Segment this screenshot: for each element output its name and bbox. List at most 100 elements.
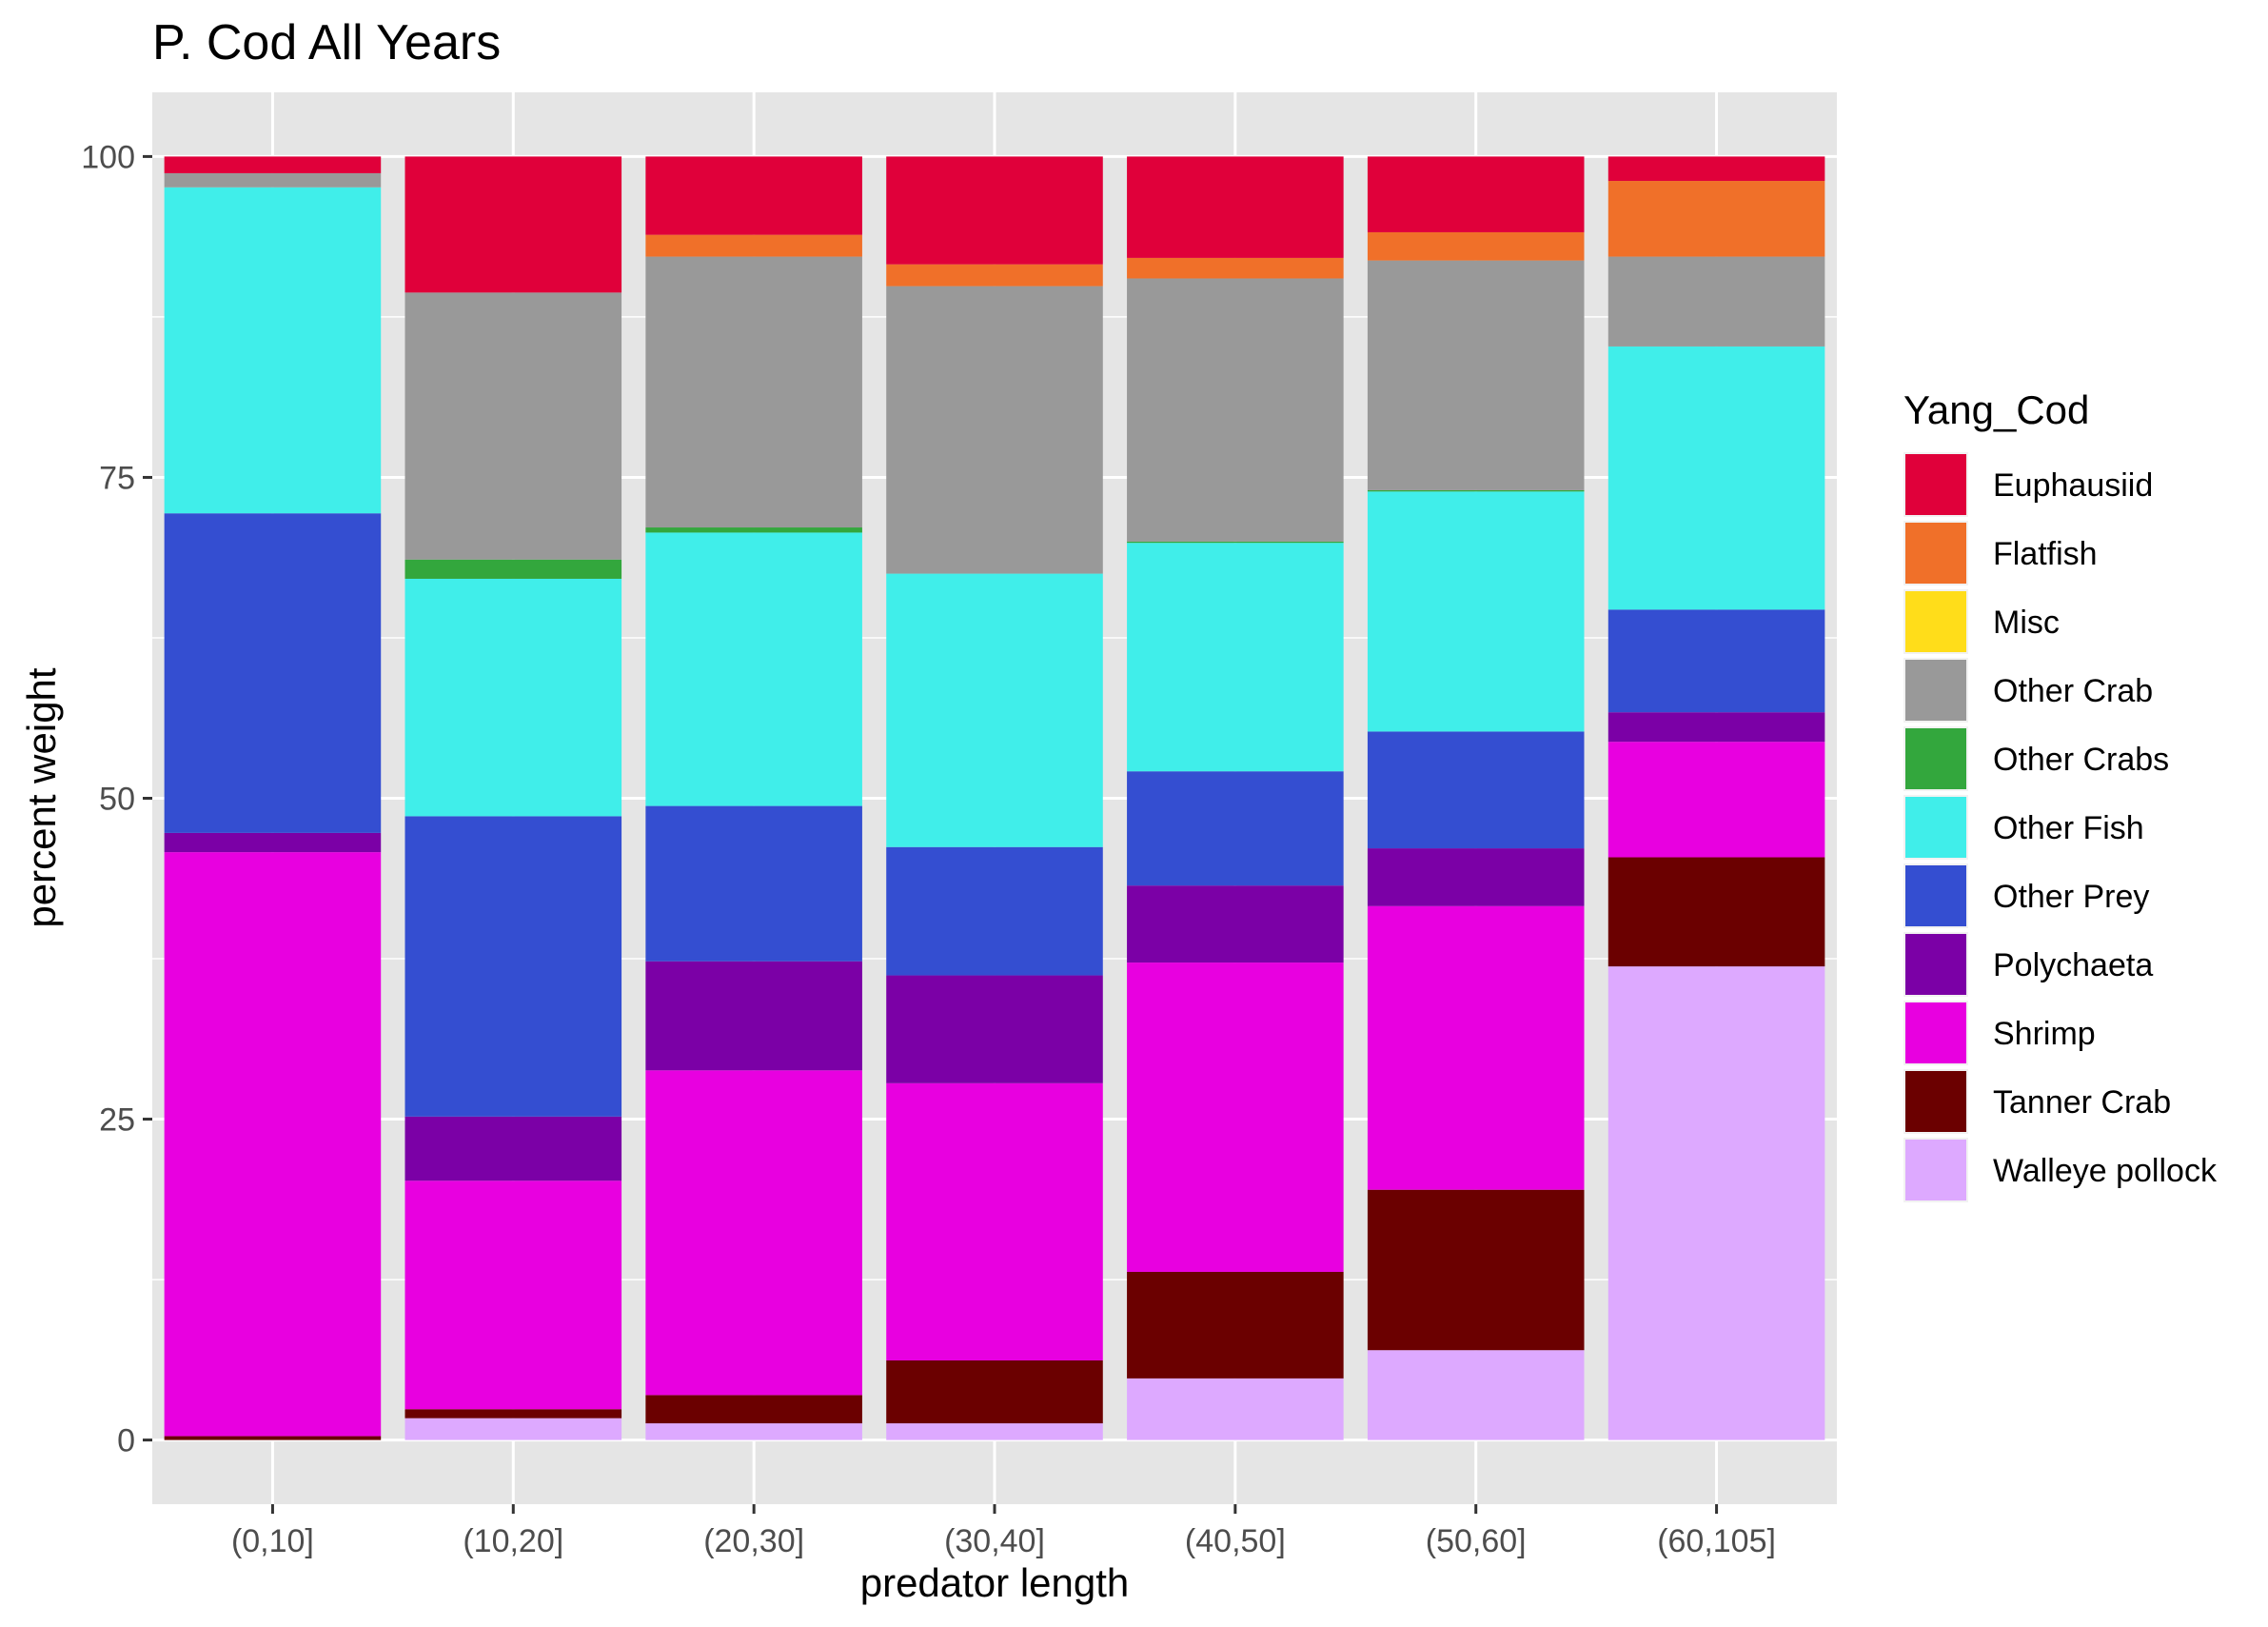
bar-segment: [645, 256, 862, 528]
bar-segment: [886, 286, 1103, 574]
x-axis-title: predator length: [860, 1560, 1130, 1605]
legend-label: Shrimp: [1993, 1016, 2096, 1052]
legend-item: Other Crabs: [1903, 726, 2169, 791]
bar-segment: [645, 961, 862, 1071]
bar-segment: [404, 1181, 622, 1410]
y-axis: 0 25 50 75 100: [81, 139, 152, 1459]
bar-segment: [164, 1436, 382, 1440]
bar-segment: [404, 559, 622, 579]
legend-item: Flatfish: [1903, 521, 2098, 585]
legend-swatch: [1905, 1002, 1966, 1063]
bar-stack: [1607, 156, 1825, 1440]
bar-segment: [1127, 1378, 1344, 1440]
bar-segment: [645, 805, 862, 962]
bar-segment: [1607, 609, 1825, 713]
bar-segment: [164, 513, 382, 833]
bar-segment: [1127, 257, 1344, 279]
bar-segment: [1607, 156, 1825, 182]
bar-segment: [1367, 156, 1585, 232]
legend-swatch: [1905, 591, 1966, 652]
bar-segment: [1127, 543, 1344, 772]
legend-label: Polychaeta: [1993, 947, 2153, 983]
bar-segment: [1607, 857, 1825, 967]
legend-item: Other Prey: [1903, 863, 2149, 928]
legend-item: Misc: [1903, 589, 2060, 654]
bar-segment: [1607, 742, 1825, 858]
x-tick-label: (20,30]: [703, 1523, 804, 1559]
bar-segment: [645, 1395, 862, 1424]
bar-segment: [1607, 181, 1825, 257]
bar-segment: [404, 292, 622, 560]
x-tick-label: (40,50]: [1185, 1523, 1286, 1559]
bar-segment: [645, 234, 862, 257]
bar-segment: [886, 975, 1103, 1083]
bar-segment: [886, 1082, 1103, 1361]
bar-segment: [164, 187, 382, 514]
legend-swatch: [1905, 797, 1966, 858]
bar-segment: [404, 578, 622, 817]
bar-segment: [164, 156, 382, 173]
bar-segment: [886, 156, 1103, 265]
bar-segment: [886, 573, 1103, 847]
chart-title: P. Cod All Years: [152, 15, 501, 70]
legend-swatch: [1905, 728, 1966, 789]
bar-segment: [164, 172, 382, 188]
legend: Yang_Cod Euphausiid Flatfish Misc Other Cra…: [1903, 387, 2218, 1202]
legend-item: Walleye pollock: [1903, 1138, 2218, 1202]
bar-stack: [886, 156, 1103, 1440]
y-tick-label: 75: [99, 460, 135, 496]
legend-label: Misc: [1993, 605, 2060, 641]
legend-swatch: [1905, 865, 1966, 926]
legend-swatch: [1905, 1140, 1966, 1200]
bar-segment: [404, 156, 622, 293]
legend-title: Yang_Cod: [1903, 387, 2089, 432]
bar-segment: [645, 527, 862, 533]
legend-label: Walleye pollock: [1993, 1153, 2218, 1189]
bar-stack: [645, 156, 862, 1440]
legend-swatch: [1905, 660, 1966, 721]
x-tick-label: (50,60]: [1426, 1523, 1527, 1559]
bar-segment: [164, 832, 382, 853]
bar-segment: [164, 852, 382, 1437]
bar-segment: [404, 1418, 622, 1440]
x-tick-label: (30,40]: [944, 1523, 1045, 1559]
bar-segment: [886, 846, 1103, 976]
bar-segment: [1607, 712, 1825, 743]
legend-item: Other Fish: [1903, 795, 2144, 860]
x-tick-label: (60,105]: [1657, 1523, 1776, 1559]
legend-item: Euphausiid: [1903, 452, 2153, 517]
legend-label: Other Crabs: [1993, 742, 2169, 778]
legend-label: Tanner Crab: [1993, 1084, 2171, 1121]
y-tick-label: 100: [81, 139, 135, 175]
bar-segment: [1127, 962, 1344, 1272]
bar-segment: [1367, 848, 1585, 906]
bar-segment: [404, 1409, 622, 1419]
bar-segment: [404, 1116, 622, 1181]
bar-segment: [1367, 260, 1585, 490]
bar-segment: [404, 816, 622, 1117]
legend-swatch: [1905, 454, 1966, 515]
bar-segment: [645, 1423, 862, 1440]
bar-segment: [1367, 489, 1585, 492]
bar-segment: [645, 156, 862, 235]
bar-segment: [1607, 346, 1825, 610]
bar-segment: [645, 1070, 862, 1396]
bar-segment: [1127, 1271, 1344, 1379]
legend-item: Tanner Crab: [1903, 1069, 2171, 1134]
x-axis: (0,10] (10,20] (20,30] (30,40] (40,50] (50,60…: [231, 1504, 1776, 1559]
bar-segment: [1367, 1350, 1585, 1440]
bar-segment: [645, 532, 862, 806]
x-tick-label: (10,20]: [463, 1523, 563, 1559]
legend-swatch: [1905, 523, 1966, 584]
legend-item: Other Crab: [1903, 658, 2153, 723]
bar-segment: [886, 1423, 1103, 1440]
legend-label: Other Fish: [1993, 810, 2144, 846]
bar-segment: [1127, 278, 1344, 542]
legend-swatch: [1905, 934, 1966, 995]
bar-segment: [1367, 905, 1585, 1190]
legend-label: Other Prey: [1993, 879, 2149, 915]
bar-stack: [1367, 156, 1585, 1440]
bar-segment: [1607, 256, 1825, 347]
bar-segment: [1127, 885, 1344, 963]
